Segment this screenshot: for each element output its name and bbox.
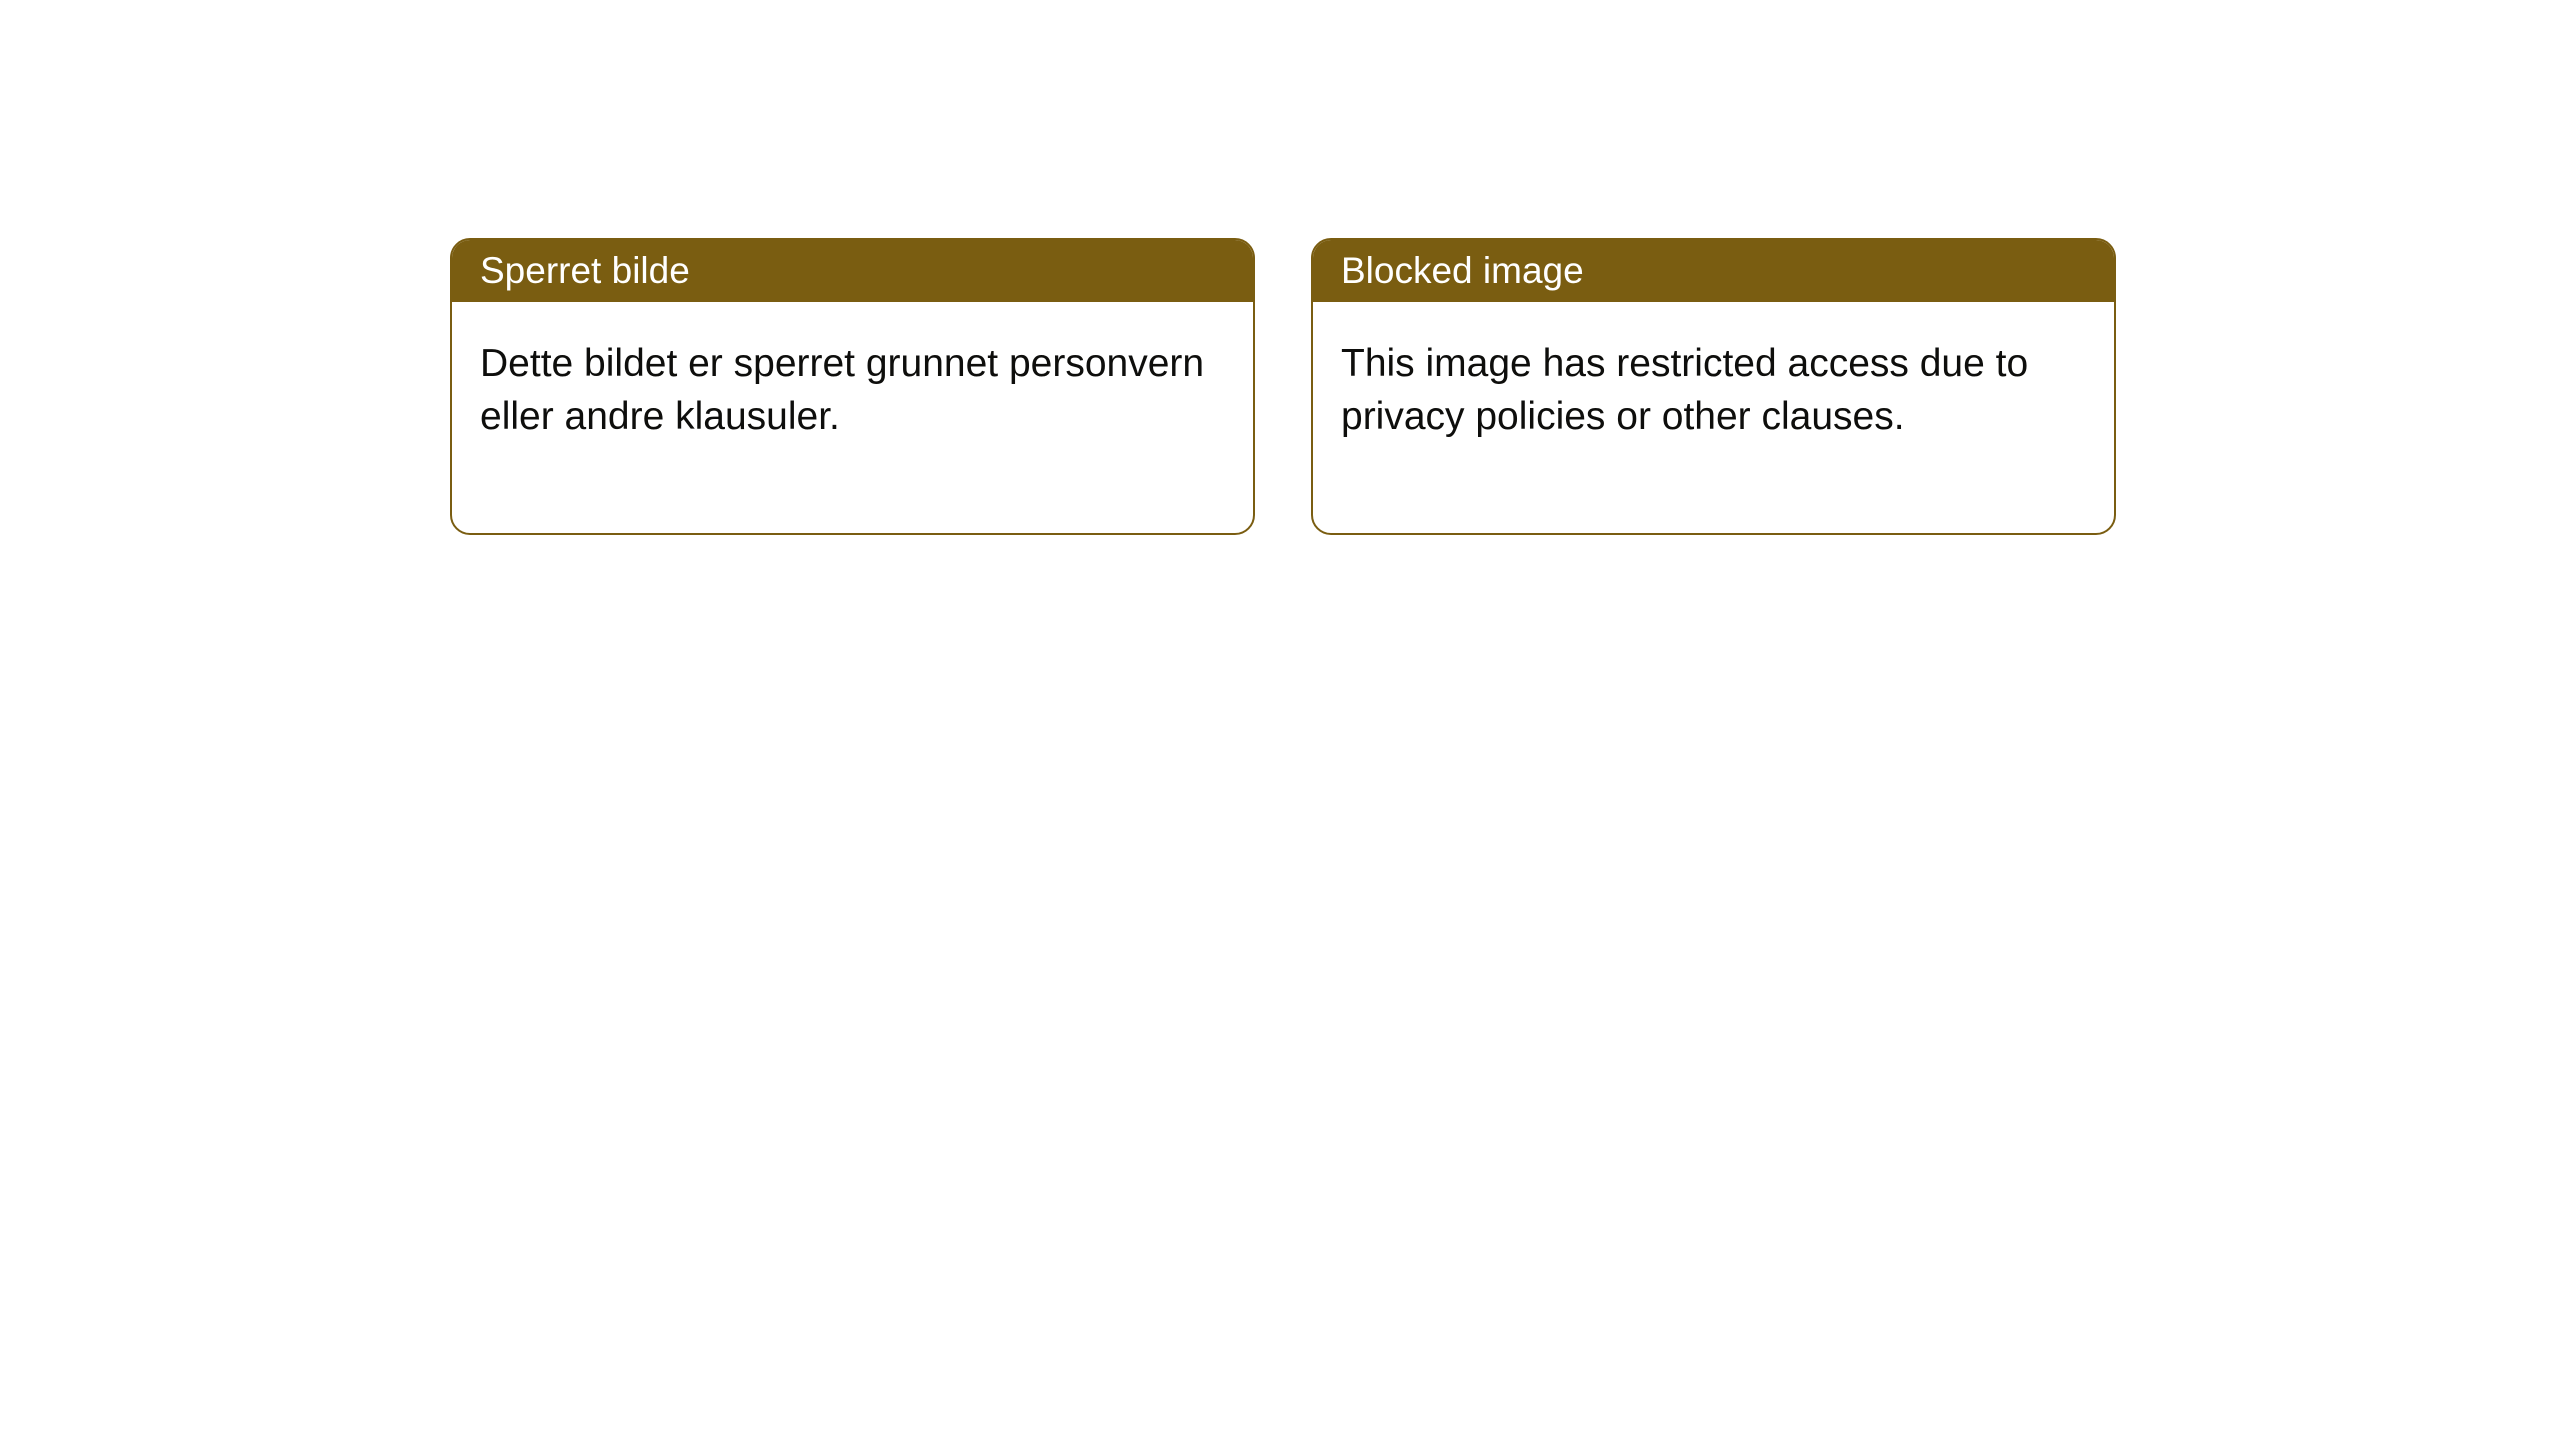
- card-body-norwegian: Dette bildet er sperret grunnet personve…: [452, 302, 1253, 533]
- blocked-card-norwegian: Sperret bilde Dette bildet er sperret gr…: [450, 238, 1255, 535]
- notice-container: Sperret bilde Dette bildet er sperret gr…: [0, 0, 2560, 535]
- card-header-norwegian: Sperret bilde: [452, 240, 1253, 302]
- blocked-card-english: Blocked image This image has restricted …: [1311, 238, 2116, 535]
- card-body-english: This image has restricted access due to …: [1313, 302, 2114, 533]
- card-header-english: Blocked image: [1313, 240, 2114, 302]
